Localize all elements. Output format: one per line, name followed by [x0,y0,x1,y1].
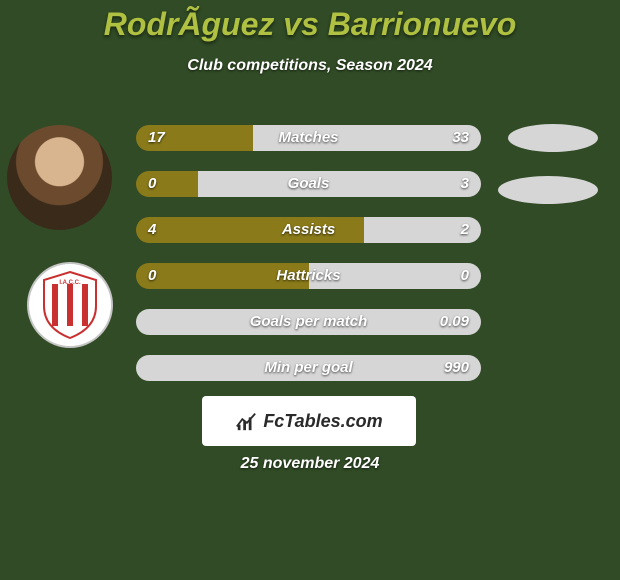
chart-icon [235,410,257,432]
player2-club-badge [498,176,598,204]
stat-row: 03Goals [136,171,481,197]
subtitle: Club competitions, Season 2024 [0,57,620,75]
page-title: RodrÃ­guez vs Barrionuevo [0,0,620,43]
comparison-infographic: RodrÃ­guez vs Barrionuevo Club competiti… [0,0,620,580]
comparison-bars: 1733Matches 03Goals 42Assists 00Hattricks 0.… [136,125,481,401]
stat-label: Matches [136,125,481,151]
brand-text: FcTables.com [263,411,382,432]
club-badge-icon: I.A.C.C. [40,270,100,340]
footer-date: 25 november 2024 [0,455,620,473]
svg-text:I.A.C.C.: I.A.C.C. [59,280,81,286]
stat-label: Hattricks [136,263,481,289]
stat-row: 0.09Goals per match [136,309,481,335]
stat-label: Goals [136,171,481,197]
brand-badge: FcTables.com [202,396,416,446]
stat-row: 1733Matches [136,125,481,151]
stat-label: Goals per match [136,309,481,335]
stat-row: 00Hattricks [136,263,481,289]
player1-club-badge: I.A.C.C. [27,262,113,348]
stat-label: Min per goal [136,355,481,381]
player1-avatar [7,125,112,230]
stat-label: Assists [136,217,481,243]
stat-row: 42Assists [136,217,481,243]
player1-avatar-placeholder [7,125,112,230]
player2-avatar [508,124,598,152]
stat-row: 990Min per goal [136,355,481,381]
